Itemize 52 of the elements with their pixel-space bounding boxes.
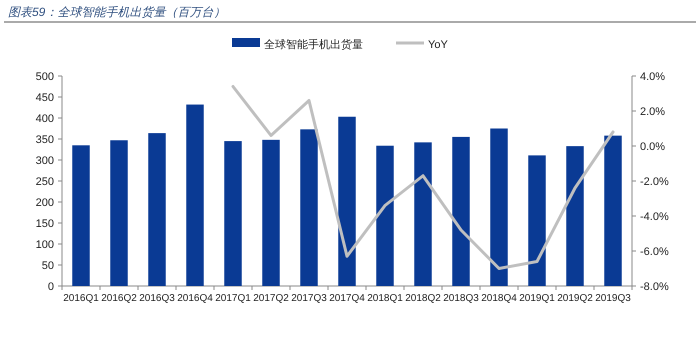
bar (604, 136, 622, 286)
y2-tick-label: -8.0% (640, 281, 669, 293)
bar (72, 145, 90, 286)
x-tick-label: 2017Q1 (215, 293, 252, 304)
bar (414, 142, 432, 286)
y-tick-label: 300 (36, 155, 54, 167)
x-tick-label: 2018Q3 (443, 293, 480, 304)
y-tick-label: 250 (36, 176, 54, 188)
legend-label: YoY (428, 39, 448, 51)
y2-tick-label: 0.0% (640, 141, 666, 153)
y-tick-label: 400 (36, 113, 54, 125)
bar (376, 146, 394, 286)
x-tick-label: 2016Q3 (139, 293, 176, 304)
x-tick-label: 2016Q4 (177, 293, 214, 304)
bar (566, 146, 584, 286)
chart-title: 图表59：全球智能手机出货量（百万台） (8, 5, 226, 19)
y-tick-label: 150 (36, 218, 54, 230)
bar (338, 116, 356, 286)
y2-tick-label: 2.0% (640, 106, 666, 118)
y2-tick-label: -4.0% (640, 211, 669, 223)
y-tick-label: 0 (48, 281, 54, 293)
x-tick-label: 2018Q4 (481, 293, 518, 304)
x-tick-label: 2019Q1 (519, 293, 556, 304)
x-tick-label: 2017Q3 (291, 293, 328, 304)
bar (528, 155, 546, 286)
x-tick-label: 2017Q4 (329, 293, 366, 304)
legend-label: 全球智能手机出货量 (264, 38, 363, 51)
bar (262, 140, 280, 286)
y2-tick-label: -2.0% (640, 176, 669, 188)
y-tick-label: 200 (36, 197, 54, 209)
y-tick-label: 450 (36, 92, 54, 104)
y-tick-label: 100 (36, 239, 54, 251)
bar (224, 141, 242, 286)
bar (300, 129, 318, 286)
y2-tick-label: 4.0% (640, 71, 666, 83)
x-tick-label: 2019Q2 (557, 293, 594, 304)
bar (186, 104, 204, 286)
bar (452, 136, 470, 286)
x-tick-label: 2016Q2 (101, 293, 138, 304)
x-tick-label: 2017Q2 (253, 293, 290, 304)
line-series (232, 85, 614, 270)
y-tick-label: 50 (42, 260, 54, 272)
y2-tick-label: -6.0% (640, 246, 669, 258)
x-tick-label: 2018Q1 (367, 293, 404, 304)
x-tick-label: 2016Q1 (63, 293, 100, 304)
y-tick-label: 500 (36, 71, 54, 83)
bar (148, 133, 166, 286)
x-tick-label: 2018Q2 (405, 293, 442, 304)
bar (490, 128, 508, 286)
x-tick-label: 2019Q3 (595, 293, 632, 304)
bar (110, 140, 128, 286)
y-tick-label: 350 (36, 134, 54, 146)
